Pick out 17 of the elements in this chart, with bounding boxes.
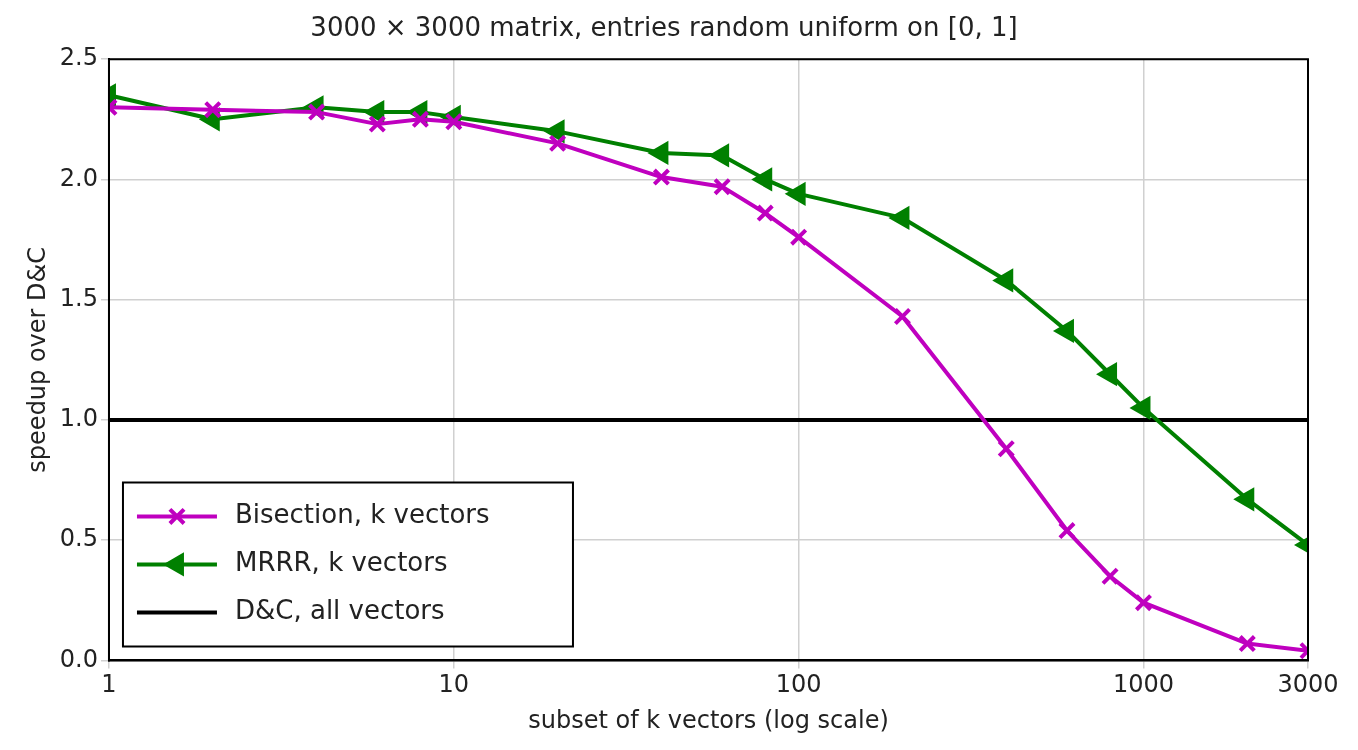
- chart-title: 3000 × 3000 matrix, entries random uniform on [0, 1]: [310, 12, 1018, 43]
- y-tick-label: 2.5: [59, 43, 98, 72]
- y-axis-title: speedup over D&C: [22, 246, 51, 473]
- x-tick-label: 10: [438, 670, 470, 699]
- x-axis-title: subset of k vectors (log scale): [528, 705, 889, 734]
- y-tick-label: 0.5: [59, 524, 98, 553]
- x-tick-label: 1: [101, 670, 117, 699]
- y-tick-label: 1.0: [59, 404, 98, 433]
- legend-label: MRRR, k vectors: [234, 547, 448, 578]
- x-tick-label: 100: [775, 670, 822, 699]
- legend-label: Bisection, k vectors: [234, 499, 490, 530]
- y-tick-label: 1.5: [59, 283, 98, 312]
- y-tick-label: 2.0: [59, 163, 98, 192]
- y-tick-label: 0.0: [59, 644, 98, 673]
- legend-label: D&C, all vectors: [234, 595, 445, 626]
- x-tick-label: 1000: [1112, 670, 1175, 699]
- x-tick-label: 3000: [1277, 670, 1339, 699]
